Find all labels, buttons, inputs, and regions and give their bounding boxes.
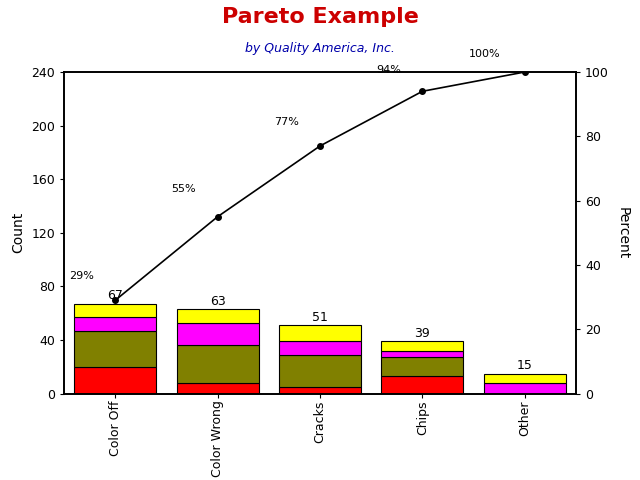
Text: by Quality America, Inc.: by Quality America, Inc.	[245, 42, 395, 55]
Bar	[381, 376, 463, 394]
Bar	[279, 325, 361, 341]
Text: 63: 63	[210, 295, 225, 308]
Bar	[74, 331, 156, 367]
Text: 94%: 94%	[376, 65, 401, 75]
Text: Pareto Example: Pareto Example	[221, 8, 419, 27]
Bar	[381, 341, 463, 351]
Y-axis label: Count: Count	[12, 212, 26, 253]
Bar	[279, 355, 361, 387]
Bar	[381, 358, 463, 376]
Bar	[279, 341, 361, 355]
Bar	[381, 351, 463, 358]
Text: 29%: 29%	[69, 271, 94, 281]
Text: 39: 39	[415, 327, 430, 340]
Bar	[177, 383, 259, 394]
Bar	[177, 346, 259, 383]
Bar	[177, 309, 259, 323]
Bar	[279, 387, 361, 394]
Bar	[484, 373, 566, 383]
Bar	[74, 367, 156, 394]
Text: 77%: 77%	[274, 117, 299, 127]
Bar	[74, 304, 156, 317]
Text: 15: 15	[517, 359, 532, 372]
Text: 55%: 55%	[172, 184, 196, 194]
Text: 67: 67	[108, 289, 123, 302]
Bar	[74, 317, 156, 331]
Y-axis label: Percent: Percent	[616, 207, 630, 259]
Text: 100%: 100%	[468, 49, 500, 59]
Bar	[177, 323, 259, 346]
Text: 51: 51	[312, 311, 328, 324]
Bar	[484, 383, 566, 394]
